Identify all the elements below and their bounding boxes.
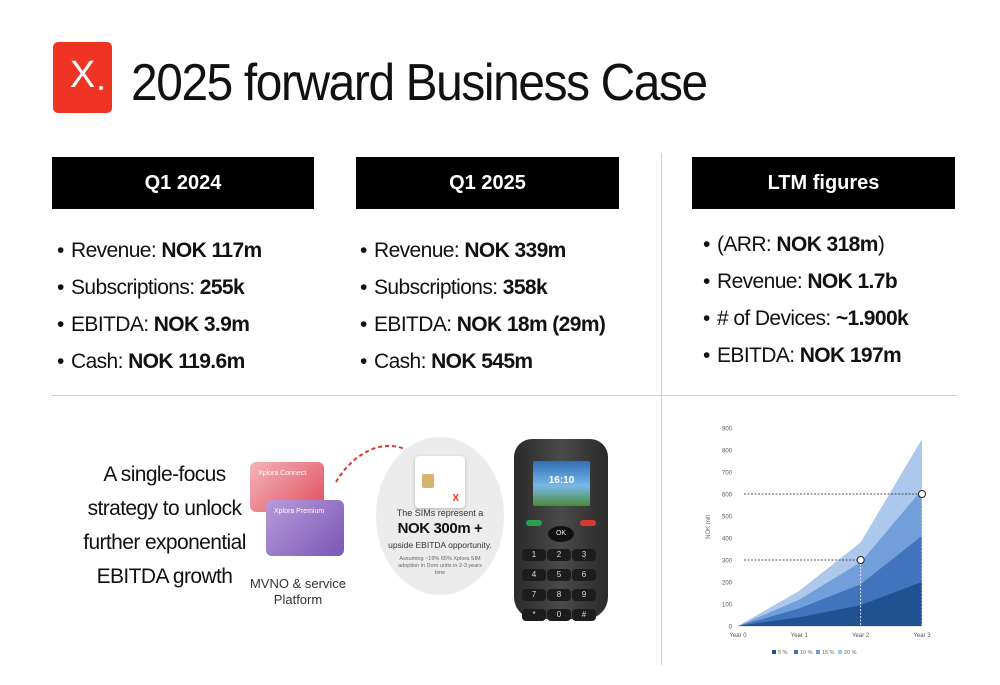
list-item: • Revenue: NOK 117m — [57, 239, 262, 262]
sim-logo: X — [452, 493, 459, 504]
legend-swatch — [794, 650, 798, 654]
sim-card-premium-image: Xplora Premium — [266, 500, 344, 556]
phone-key: 0 — [547, 609, 571, 621]
strategy-line: A single-focus — [103, 463, 226, 486]
column-heading-q1-2024: Q1 2024 — [52, 157, 314, 209]
x-tick-label: Year 0 — [729, 633, 747, 639]
platform-caption-line: MVNO & service — [249, 576, 347, 591]
phone-key: * — [522, 609, 546, 621]
legend-label: 15 % — [822, 650, 835, 656]
x-tick-label: Year 2 — [852, 633, 870, 639]
bubble-text-line3: upside EBITDA opportunity. — [388, 540, 492, 550]
phone-key: 4 — [522, 569, 546, 581]
list-item: • (ARR: NOK 318m) — [703, 233, 885, 256]
legend-swatch — [772, 650, 776, 654]
logo-letter: X — [69, 54, 96, 96]
legend-label: 20 % — [844, 650, 857, 656]
phone-key: 9 — [572, 589, 596, 601]
y-tick-label: 200 — [722, 581, 733, 587]
bubble-footnote: Assuming ~19% 65% Xplora SIM adoption in… — [398, 556, 482, 576]
brand-logo: X — [53, 42, 112, 113]
bullet-list-q1-2025: • Revenue: NOK 339m • Subscriptions: 358k … — [360, 232, 606, 380]
y-tick-label: 500 — [722, 515, 733, 521]
bubble-text-line1: The SIMs represent a — [396, 508, 484, 518]
bullet-list-ltm: • (ARR: NOK 318m) • Revenue: NOK 1.7b • # o… — [703, 226, 909, 374]
phone-clock: 16:10 — [548, 475, 575, 486]
column-heading-q1-2025: Q1 2025 — [356, 157, 619, 209]
horizontal-divider — [52, 395, 957, 396]
y-tick-label: 600 — [722, 493, 733, 499]
vertical-divider — [661, 153, 662, 665]
list-item: • Revenue: NOK 1.7b — [703, 270, 898, 293]
bubble-text-amount: NOK 300m + — [397, 520, 483, 537]
area-series-1 — [738, 582, 922, 626]
legend-label: 5 % — [778, 650, 788, 656]
phone-key: 6 — [572, 569, 596, 581]
call-key — [526, 520, 542, 526]
phone-key: 5 — [547, 569, 571, 581]
phone-key: 8 — [547, 589, 571, 601]
phone-key: 1 — [522, 549, 546, 561]
legend-swatch — [838, 650, 842, 654]
legend-swatch — [816, 650, 820, 654]
phone-key: # — [572, 609, 596, 621]
list-item: • Revenue: NOK 339m — [360, 239, 566, 262]
end-key — [580, 520, 596, 526]
phone-key: 7 — [522, 589, 546, 601]
page-title: 2025 forward Business Case — [131, 54, 708, 112]
x-tick-label: Year 3 — [913, 633, 931, 639]
platform-caption-line: Platform — [273, 592, 323, 607]
list-item: • EBITDA: NOK 197m — [703, 344, 902, 367]
strategy-line: EBITDA growth — [96, 565, 233, 588]
y-tick-label: 700 — [722, 471, 733, 477]
list-item: • Cash: NOK 545m — [360, 350, 533, 373]
x-tick-label: Year 1 — [791, 633, 809, 639]
list-item: • EBITDA: NOK 18m (29m) — [360, 313, 606, 336]
strategy-line: strategy to unlock — [87, 497, 242, 520]
data-marker — [918, 490, 926, 498]
list-item: • Subscriptions: 255k — [57, 276, 245, 299]
strategy-line: further exponential — [83, 531, 246, 554]
card-label: Xplora Connect — [258, 470, 307, 477]
list-item: • Cash: NOK 119.6m — [57, 350, 245, 373]
phone-key: 2 — [547, 549, 571, 561]
y-tick-label: 300 — [722, 559, 733, 565]
sim-chip — [422, 474, 434, 488]
list-item: • Subscriptions: 358k — [360, 276, 548, 299]
platform-caption: MVNO & service Platform — [243, 576, 353, 608]
logo-registered-mark — [99, 86, 103, 90]
list-item: • # of Devices: ~1.900k — [703, 307, 909, 330]
y-tick-label: 400 — [722, 537, 733, 543]
ebitda-upside-chart: 0 100 200 300 400 500 600 700 800 900 NOK mill Year… — [706, 427, 931, 657]
y-axis-label: NOK mill — [706, 515, 712, 539]
list-item: • EBITDA: NOK 3.9m — [57, 313, 250, 336]
legend-label: 10 % — [800, 650, 813, 656]
ok-key: OK — [548, 526, 574, 542]
y-tick-label: 800 — [722, 449, 733, 455]
phone-screen: 16:10 — [533, 461, 590, 506]
card-label: Xplora Premium — [274, 508, 325, 515]
y-tick-label: 900 — [722, 427, 733, 433]
bullet-list-q1-2024: • Revenue: NOK 117m • Subscriptions: 255k … — [57, 232, 262, 380]
y-tick-label: 0 — [729, 625, 733, 631]
column-heading-ltm: LTM figures — [692, 157, 955, 209]
data-marker — [856, 556, 865, 564]
strategy-statement: A single-focus strategy to unlock furthe… — [52, 458, 277, 594]
y-tick-label: 100 — [722, 603, 733, 609]
phone-key: 3 — [572, 549, 596, 561]
sim-card-icon: X — [415, 456, 465, 508]
